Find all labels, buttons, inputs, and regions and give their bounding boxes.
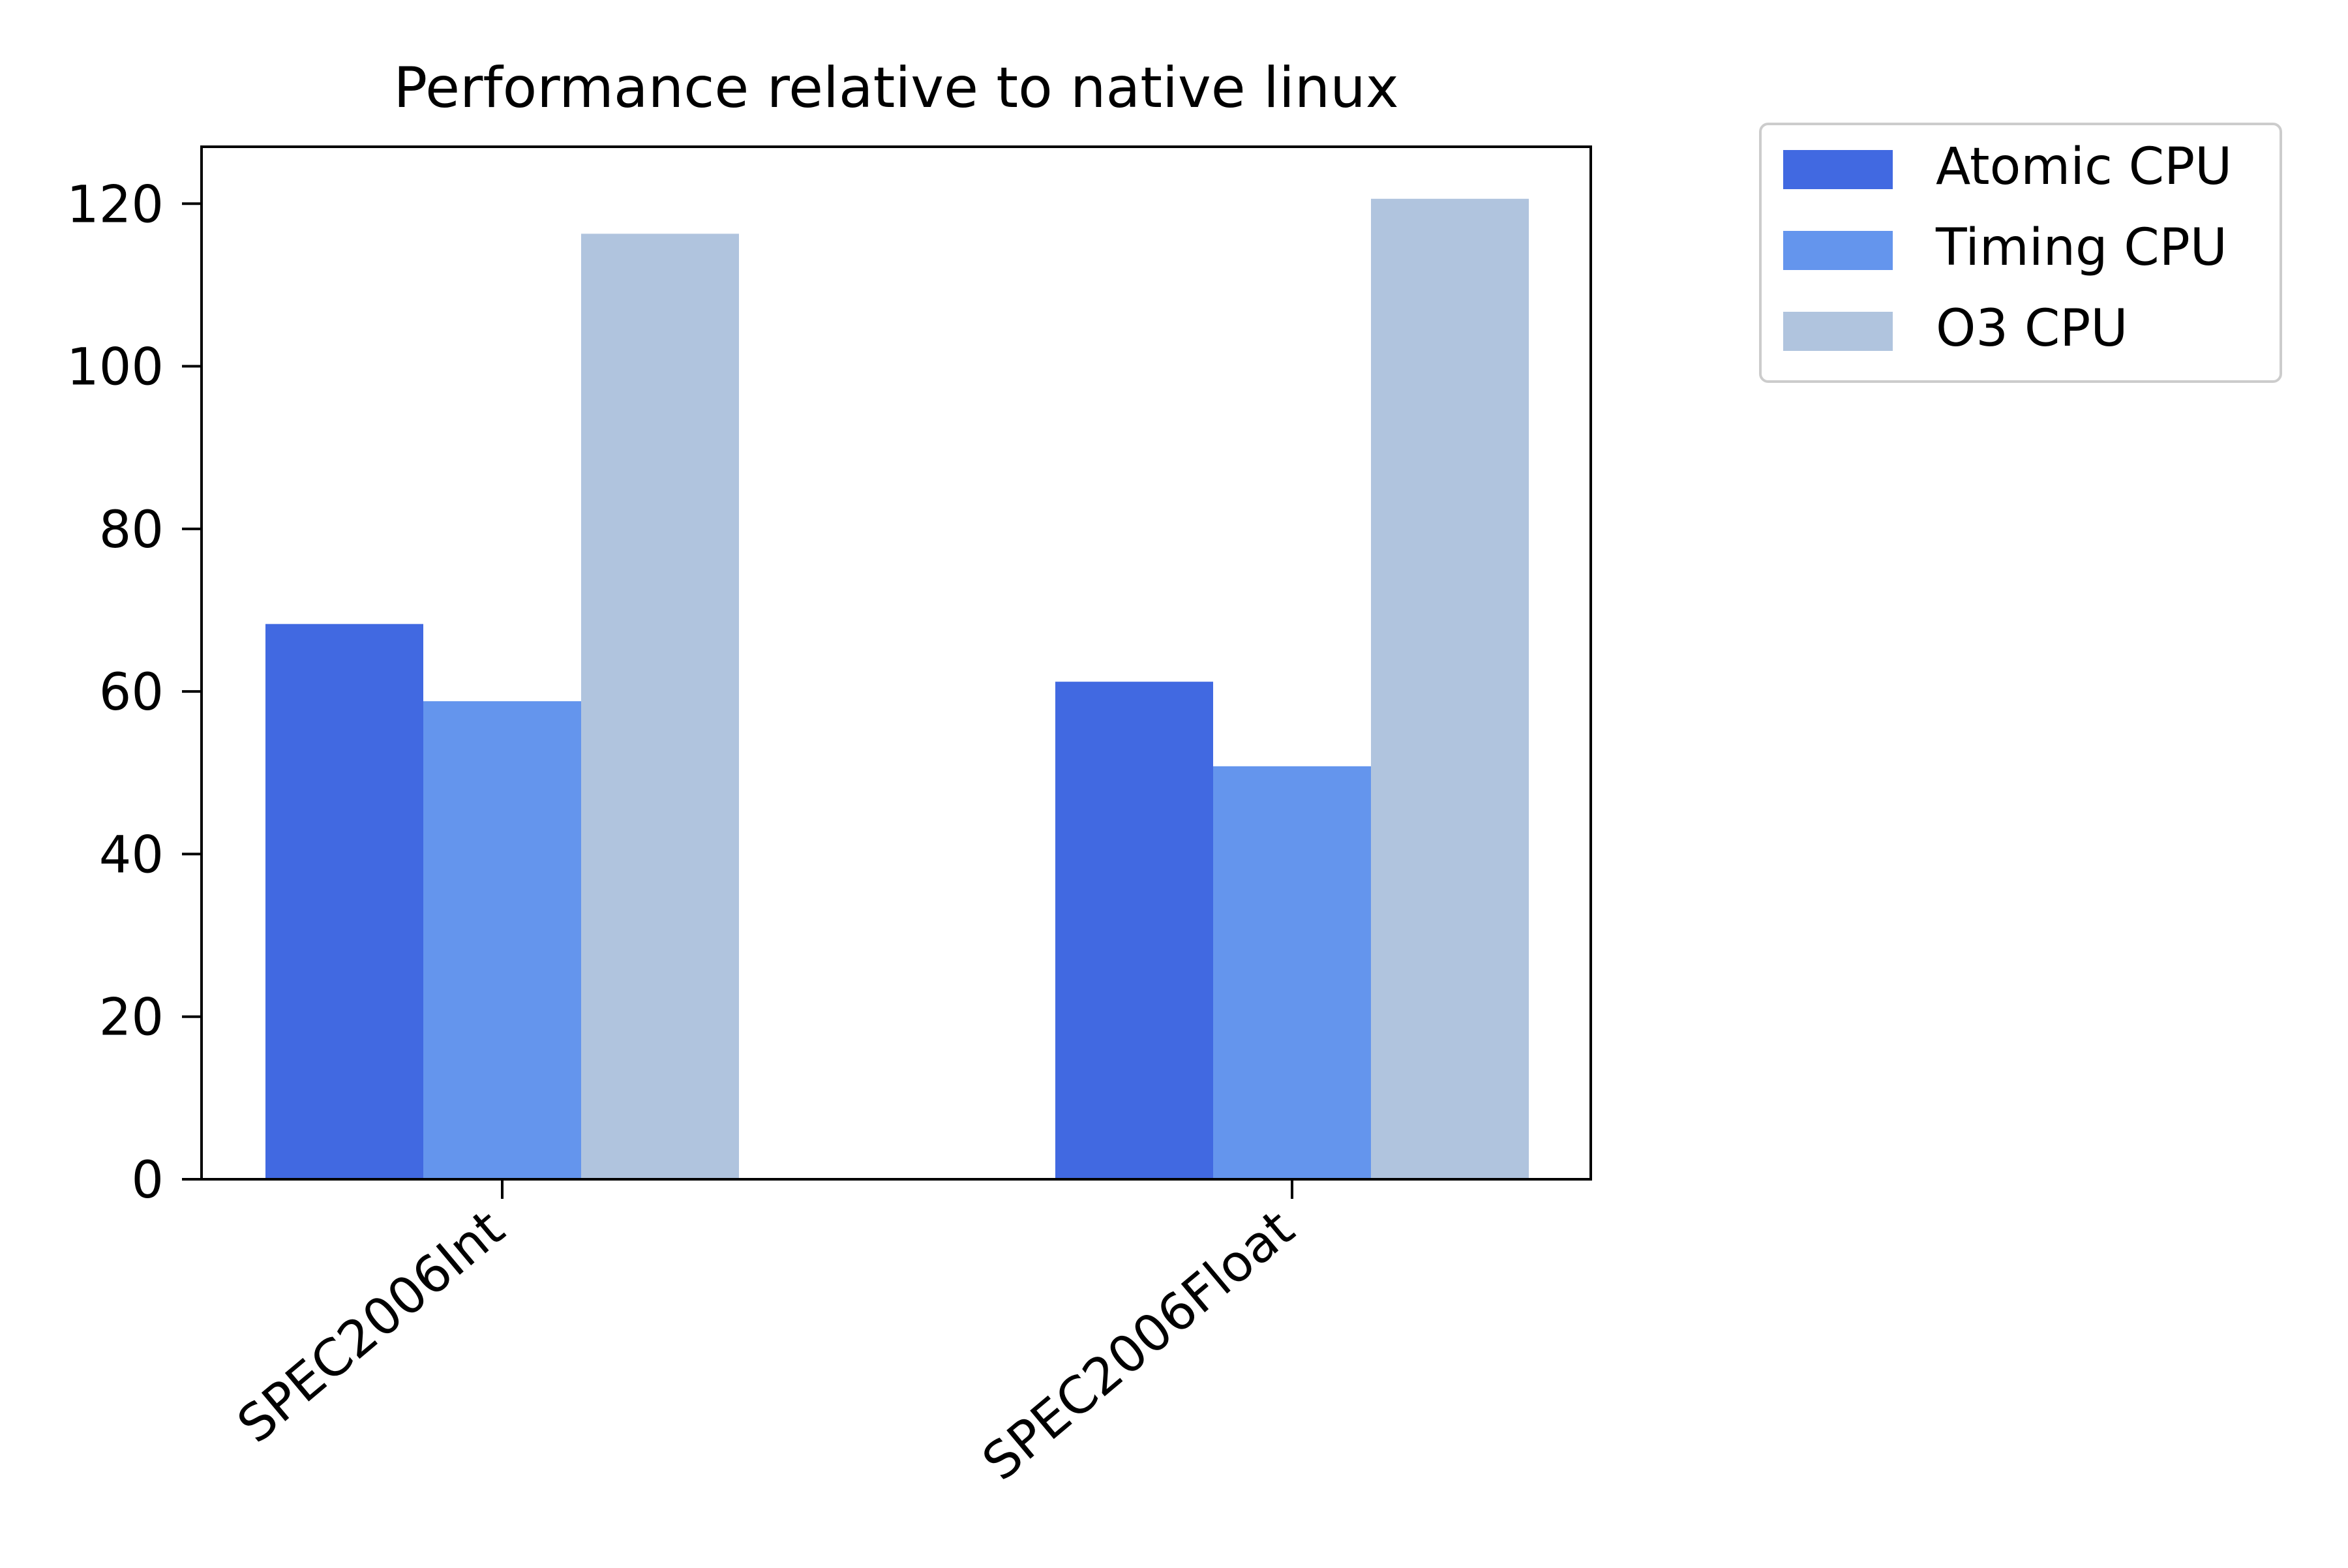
legend-swatch-atomic-cpu: [1783, 150, 1893, 189]
legend: Atomic CPU Timing CPU O3 CPU: [1759, 123, 2282, 383]
bar-spec2006float-atomic-cpu: [1055, 682, 1213, 1179]
bar-spec2006float-o3-cpu: [1371, 198, 1529, 1180]
plot-area-frame: [200, 145, 1592, 1181]
chart-title: Performance relative to native linux: [393, 55, 1398, 121]
y-tick-label: 40: [99, 826, 164, 884]
y-tick-label: 60: [99, 663, 164, 722]
legend-label-timing-cpu: Timing CPU: [1935, 219, 2227, 277]
bars-layer: [265, 198, 1529, 1180]
legend-label-o3-cpu: O3 CPU: [1936, 299, 2128, 358]
y-tick-label: 0: [131, 1151, 164, 1210]
legend-swatch-timing-cpu: [1783, 231, 1893, 270]
bar-spec2006int-timing-cpu: [423, 701, 581, 1179]
bar-spec2006float-timing-cpu: [1213, 766, 1371, 1179]
y-tick-label: 120: [67, 175, 164, 234]
y-tick-label: 100: [67, 339, 164, 397]
legend-label-atomic-cpu: Atomic CPU: [1936, 138, 2232, 196]
bar-spec2006int-o3-cpu: [581, 234, 739, 1180]
y-tick-label: 20: [99, 989, 164, 1048]
legend-swatch-o3-cpu: [1783, 312, 1893, 351]
bar-spec2006int-atomic-cpu: [265, 624, 423, 1179]
y-tick-label: 80: [99, 501, 164, 560]
